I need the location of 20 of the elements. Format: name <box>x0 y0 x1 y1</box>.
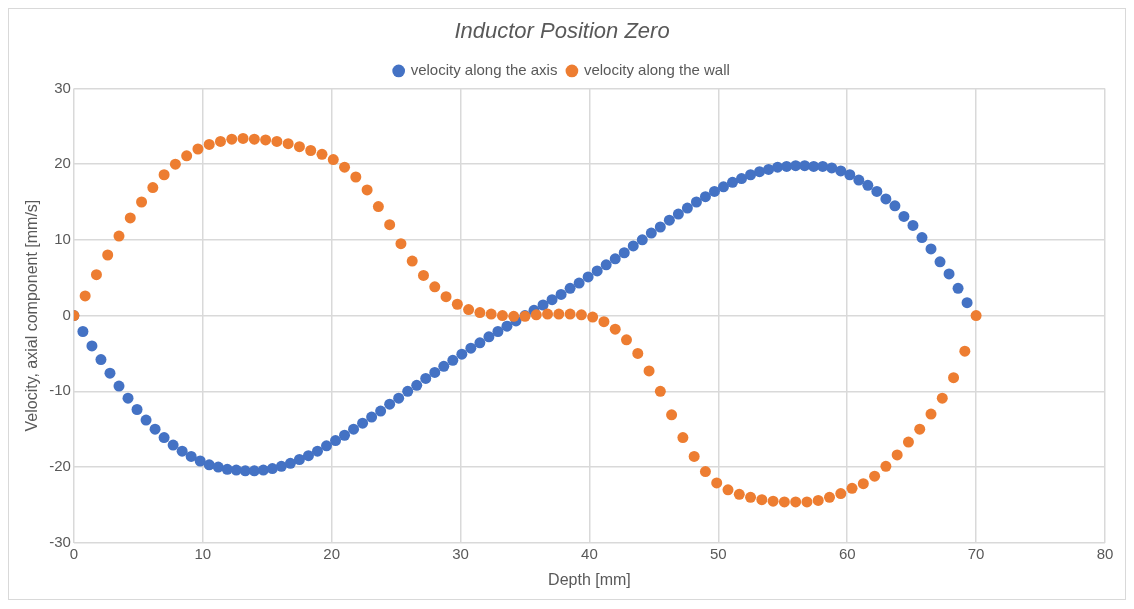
y-tick-label: 20 <box>54 154 71 172</box>
y-tick-label: -10 <box>49 381 71 399</box>
x-tick-label: 50 <box>709 544 727 562</box>
x-tick-label: 40 <box>581 544 598 562</box>
y-tick-label: -30 <box>49 532 71 550</box>
x-tick-label: 20 <box>323 544 340 562</box>
x-tick-label: 80 <box>1096 544 1114 562</box>
y-axis-title: Velocity, axial component [mm/s] <box>23 199 41 432</box>
y-tick-label: 0 <box>62 305 71 323</box>
y-tick-label: 10 <box>54 230 71 248</box>
x-tick-label: 30 <box>452 544 469 562</box>
x-tick-label: 10 <box>194 544 212 562</box>
legend-label: velocity along the axis <box>410 61 558 79</box>
chart-title: Inductor Position Zero <box>454 18 670 44</box>
x-tick-label: 60 <box>838 544 856 562</box>
x-axis-title: Depth [mm] <box>548 570 631 588</box>
x-tick-label: 70 <box>967 544 985 562</box>
legend-label: velocity along the wall <box>583 61 730 79</box>
y-tick-label: -20 <box>49 457 71 475</box>
y-tick-label: 30 <box>54 78 71 96</box>
